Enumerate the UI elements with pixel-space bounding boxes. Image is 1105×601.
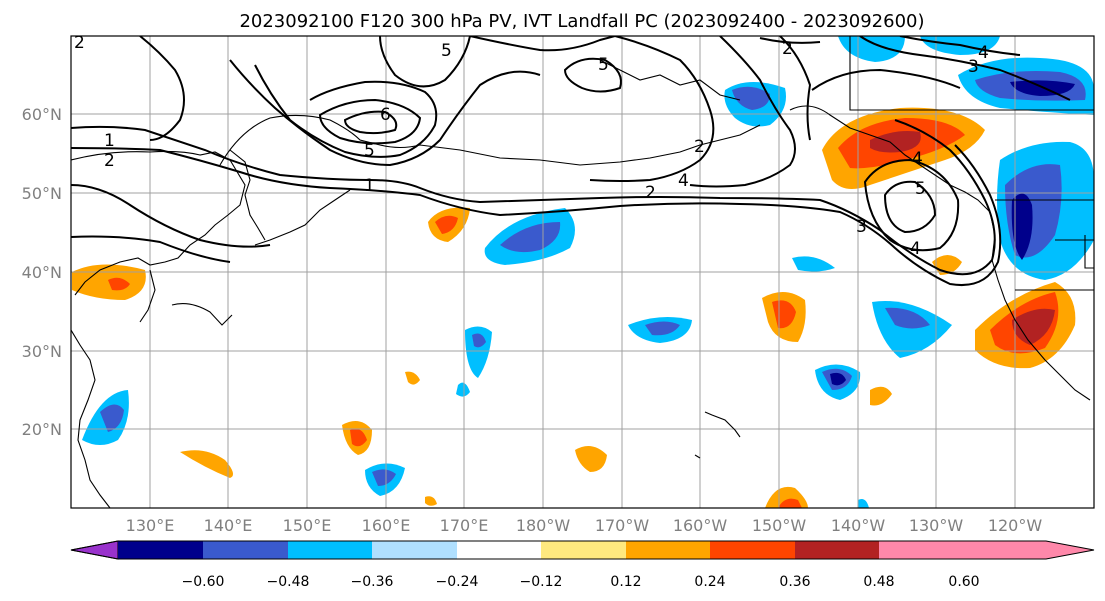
- contour-label: 4: [912, 149, 923, 169]
- contour-label: 6: [380, 105, 391, 125]
- lon-label: 170°W: [595, 516, 650, 535]
- negative-anomaly-philippines-core: [100, 404, 124, 432]
- map-frame: [70, 35, 1095, 509]
- colorbar-tick-label: 0.60: [948, 574, 979, 590]
- contour-label: 4: [978, 43, 989, 63]
- contour-label: 5: [364, 141, 375, 161]
- longitude-labels: 130°E 140°E 150°E 160°E 170°E 180°W 170°…: [126, 516, 1043, 535]
- colorbar-segment: [710, 541, 795, 559]
- positive-anomaly-small-l: [405, 371, 420, 385]
- positive-anomaly-korea-core: [108, 277, 130, 291]
- colorbar-segment: [118, 541, 203, 559]
- lon-label: 140°E: [204, 516, 253, 535]
- colorbar-tick-label: 0.36: [779, 574, 810, 590]
- colorbar-segment: [457, 541, 541, 559]
- positive-anomaly-california-peak: [1012, 308, 1055, 345]
- contour-label: 2: [74, 33, 85, 53]
- colorbar-tick-label: −0.12: [520, 574, 563, 590]
- lat-label: 20°N: [22, 420, 62, 439]
- lon-label: 160°E: [362, 516, 411, 535]
- contour-label: 5: [598, 55, 609, 75]
- colorbar-segment: [541, 541, 626, 559]
- negative-anomaly-small-k: [792, 256, 835, 272]
- positive-anomaly-small-h: [870, 386, 892, 406]
- contour-label: 4: [678, 171, 689, 191]
- colorbar-tick-label: 0.12: [610, 574, 641, 590]
- positive-anomaly-small-f: [575, 446, 607, 472]
- lat-label: 50°N: [22, 184, 62, 203]
- negative-anomaly-subtropic-b-core: [885, 307, 930, 329]
- contour-label: 1: [364, 176, 375, 196]
- lon-label: 150°E: [283, 516, 332, 535]
- negative-anomaly-west-canada-core: [1011, 193, 1033, 260]
- positive-anomaly-small-a-core: [435, 215, 458, 234]
- lat-label: 40°N: [22, 263, 62, 282]
- colorbar-segment: [626, 541, 710, 559]
- negative-anomaly-small-b-core: [472, 333, 486, 348]
- coastlines: [71, 36, 1094, 508]
- lat-label: 30°N: [22, 342, 62, 361]
- colorbar-segment: [203, 541, 288, 559]
- lon-label: 150°W: [752, 516, 807, 535]
- colorbar-ticks: −0.60 −0.48 −0.36 −0.24 −0.12 0.12 0.24 …: [182, 574, 980, 590]
- negative-anomaly-bering-mid: [732, 86, 770, 110]
- lon-label: 180°W: [516, 516, 571, 535]
- figure-title: 2023092100 F120 300 hPa PV, IVT Landfall…: [239, 11, 924, 32]
- latitude-labels: 60°N 50°N 40°N 30°N 20°N: [22, 105, 62, 439]
- lon-label: 130°W: [909, 516, 964, 535]
- negative-anomaly-small-b: [465, 326, 492, 378]
- contour-label: 1: [104, 131, 115, 151]
- colorbar: −0.60 −0.48 −0.36 −0.24 −0.12 0.12 0.24 …: [70, 540, 1095, 590]
- contour-label-group: 2 5 1 2 6 5 1 5 2 2 4 3 4 2 4 5 3 4: [74, 33, 989, 259]
- negative-anomaly-subtropic-c-core: [645, 321, 680, 336]
- lon-label: 120°W: [988, 516, 1043, 535]
- lon-label: 170°E: [440, 516, 489, 535]
- positive-anomaly-small-i-core: [778, 498, 802, 508]
- contour-label: 4: [910, 239, 921, 259]
- colorbar-tick-label: 0.48: [863, 574, 894, 590]
- contour-label: 2: [104, 151, 115, 171]
- lon-label: 130°E: [126, 516, 175, 535]
- contour-label: 5: [915, 179, 926, 199]
- contour-label: 2: [782, 39, 793, 59]
- negative-anomaly-subtropic-d-core: [830, 372, 846, 386]
- contour-label: 2: [645, 183, 656, 203]
- positive-anomaly-small-m: [425, 496, 437, 506]
- lon-label: 160°W: [673, 516, 728, 535]
- lat-label: 60°N: [22, 105, 62, 124]
- colorbar-segment: [795, 541, 879, 559]
- lon-label: 140°W: [831, 516, 886, 535]
- negative-anomaly-arctic-a: [838, 36, 905, 62]
- colorbar-segment: [879, 541, 964, 559]
- map-panel: 2 5 1 2 6 5 1 5 2 2 4 3 4 2 4 5 3 4: [70, 33, 1095, 509]
- colorbar-outline: [70, 540, 1095, 560]
- positive-anomaly-small-d-core: [350, 428, 367, 447]
- colorbar-segment: [288, 541, 372, 559]
- colorbar-extend-min: [70, 540, 119, 560]
- negative-anomaly-small-e-core: [372, 469, 396, 486]
- negative-anomaly-central-pacific-core: [500, 222, 561, 253]
- graticule: [71, 36, 1094, 508]
- contour-label: 3: [856, 217, 867, 237]
- positive-anomaly-subtropic-a-core: [772, 300, 796, 329]
- colorbar-tick-label: −0.60: [182, 574, 225, 590]
- colorbar-extend-max: [964, 541, 1094, 559]
- contour-label: 2: [694, 137, 705, 157]
- contour-label: 5: [441, 41, 452, 61]
- pv-contours: [71, 36, 1071, 286]
- colorbar-tick-label: −0.48: [267, 574, 310, 590]
- negative-anomaly-small-c: [456, 382, 470, 397]
- positive-anomaly-alaska-peak: [870, 131, 921, 153]
- shaded-anomalies: [72, 36, 1094, 508]
- colorbar-tick-label: −0.36: [351, 574, 394, 590]
- contour-label: 3: [968, 57, 979, 77]
- positive-anomaly-small-g: [180, 450, 234, 478]
- colorbar-tick-label: 0.24: [694, 574, 725, 590]
- colorbar-segment: [372, 541, 457, 559]
- colorbar-tick-label: −0.24: [436, 574, 479, 590]
- negative-anomaly-small-n: [858, 499, 869, 508]
